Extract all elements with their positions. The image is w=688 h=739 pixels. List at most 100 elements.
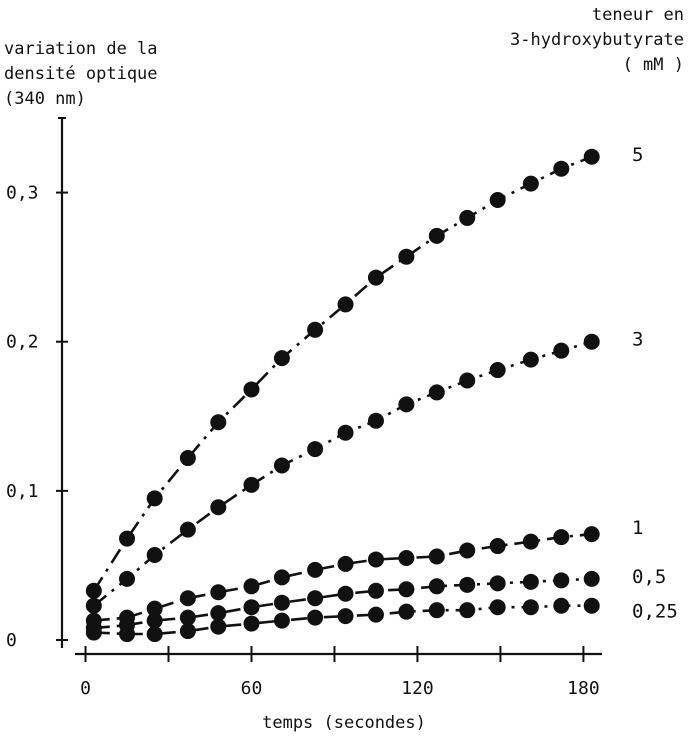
data-point bbox=[146, 612, 163, 629]
data-point bbox=[337, 296, 354, 313]
data-point bbox=[119, 530, 136, 547]
series-label: 5 bbox=[632, 144, 643, 166]
data-point bbox=[337, 585, 354, 602]
data-point bbox=[583, 148, 600, 165]
data-point bbox=[489, 362, 506, 379]
data-point bbox=[307, 609, 324, 626]
data-point bbox=[243, 476, 260, 493]
data-point bbox=[553, 342, 570, 359]
data-point bbox=[307, 441, 324, 458]
series-label: 3 bbox=[632, 329, 643, 351]
data-point bbox=[459, 372, 476, 389]
y-axis-label-line: variation de la bbox=[4, 39, 158, 59]
data-point bbox=[179, 590, 196, 607]
data-point bbox=[243, 381, 260, 398]
data-point bbox=[428, 602, 445, 619]
data-point bbox=[179, 450, 196, 467]
data-point bbox=[398, 581, 415, 598]
data-point bbox=[428, 384, 445, 401]
data-point bbox=[459, 209, 476, 226]
data-point bbox=[273, 612, 290, 629]
data-point bbox=[522, 533, 539, 550]
data-point bbox=[146, 626, 163, 643]
data-point bbox=[367, 412, 384, 429]
data-point bbox=[146, 546, 163, 563]
series-label: 0,25 bbox=[632, 601, 678, 623]
y-tick-label: 0,2 bbox=[6, 332, 39, 353]
x-tick-label: 180 bbox=[567, 678, 600, 699]
x-ticks: 0 60 120 180 bbox=[80, 646, 600, 699]
data-point bbox=[398, 549, 415, 566]
data-point bbox=[179, 623, 196, 640]
legend-title-line: 3-hydroxybutyrate bbox=[510, 30, 684, 50]
y-axis-label-line: densité optique bbox=[4, 64, 158, 84]
data-point bbox=[398, 396, 415, 413]
data-point bbox=[522, 599, 539, 616]
y-tick-label: 0 bbox=[6, 630, 17, 651]
data-point bbox=[146, 490, 163, 507]
data-point bbox=[489, 575, 506, 592]
data-point bbox=[489, 192, 506, 209]
data-point bbox=[367, 269, 384, 286]
data-point bbox=[583, 526, 600, 543]
x-axis-label: temps (secondes) bbox=[262, 713, 426, 733]
y-tick-label: 0,1 bbox=[6, 481, 39, 502]
data-point bbox=[210, 414, 227, 431]
y-axis-label-line: (340 nm) bbox=[4, 89, 86, 109]
series-label: 0,5 bbox=[632, 566, 666, 588]
data-point bbox=[398, 603, 415, 620]
data-point bbox=[273, 594, 290, 611]
legend-title-line: teneur en bbox=[592, 5, 684, 25]
data-point bbox=[307, 590, 324, 607]
data-point bbox=[553, 597, 570, 614]
data-point bbox=[273, 457, 290, 474]
series-0,5: 0,5 bbox=[85, 566, 666, 637]
data-point bbox=[210, 499, 227, 516]
data-point bbox=[243, 615, 260, 632]
series-5: 5 bbox=[85, 144, 643, 599]
data-point bbox=[522, 351, 539, 368]
data-point bbox=[459, 542, 476, 559]
data-point bbox=[522, 175, 539, 192]
data-point bbox=[337, 608, 354, 625]
series: 5 3 1 0,5 0,25 bbox=[85, 144, 678, 643]
y-ticks: 0 0,1 0,2 0,3 bbox=[6, 117, 68, 651]
series-3: 3 bbox=[85, 329, 643, 614]
data-point bbox=[583, 597, 600, 614]
data-point bbox=[273, 350, 290, 367]
y-axis-label: variation de la densité optique (340 nm) bbox=[4, 39, 158, 109]
series-line bbox=[93, 532, 592, 622]
data-point bbox=[428, 548, 445, 565]
data-point bbox=[210, 584, 227, 601]
x-tick-label: 0 bbox=[80, 678, 91, 699]
x-tick-label: 60 bbox=[241, 678, 263, 699]
data-point bbox=[459, 576, 476, 593]
data-point bbox=[210, 618, 227, 635]
data-point bbox=[307, 561, 324, 578]
data-point bbox=[119, 570, 136, 587]
data-point bbox=[85, 582, 102, 599]
data-point bbox=[243, 578, 260, 595]
data-point bbox=[489, 538, 506, 555]
y-tick-label: 0,3 bbox=[6, 183, 39, 204]
data-point bbox=[273, 569, 290, 586]
data-point bbox=[243, 599, 260, 616]
data-point bbox=[307, 321, 324, 338]
data-point bbox=[367, 582, 384, 599]
series-line bbox=[92, 155, 593, 592]
series-0,25: 0,25 bbox=[85, 597, 678, 643]
legend-title: teneur en 3-hydroxybutyrate ( mM ) bbox=[510, 5, 684, 75]
legend-title-line: ( mM ) bbox=[623, 55, 684, 75]
data-point bbox=[583, 570, 600, 587]
x-tick-label: 120 bbox=[401, 678, 434, 699]
data-point bbox=[179, 521, 196, 538]
data-point bbox=[398, 248, 415, 265]
data-point bbox=[337, 424, 354, 441]
data-point bbox=[210, 605, 227, 622]
data-point bbox=[553, 160, 570, 177]
data-point bbox=[146, 600, 163, 617]
series-label: 1 bbox=[632, 517, 643, 539]
data-point bbox=[367, 551, 384, 568]
data-point bbox=[428, 227, 445, 244]
